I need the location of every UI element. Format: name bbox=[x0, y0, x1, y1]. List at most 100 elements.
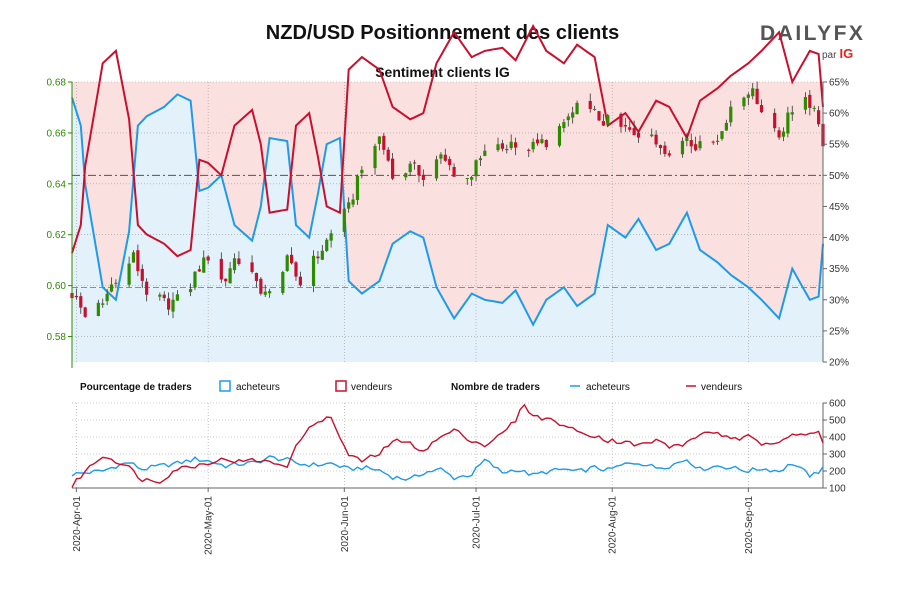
logo-brand: DAILYFX bbox=[760, 22, 866, 45]
x-tick-label: 2020-Jun-01 bbox=[340, 496, 351, 553]
legend-sellers-swatch bbox=[335, 380, 347, 392]
candle-body bbox=[79, 296, 83, 308]
candle-body bbox=[636, 132, 641, 138]
candle-body bbox=[355, 175, 360, 201]
candle-body bbox=[566, 116, 570, 121]
candle-body bbox=[316, 256, 320, 259]
candle-body bbox=[597, 111, 601, 121]
candle-body bbox=[285, 255, 289, 271]
candle-body bbox=[658, 145, 663, 149]
count-tick-label: 600 bbox=[829, 399, 846, 410]
pct-tick-label: 25% bbox=[829, 326, 849, 337]
candle-body bbox=[448, 159, 452, 166]
dailyfx-logo: DAILYFX par IG bbox=[760, 22, 870, 62]
pct-tick-label: 20% bbox=[829, 358, 849, 369]
candle-body bbox=[698, 141, 702, 149]
x-tick-label: 2020-Apr-01 bbox=[72, 496, 83, 552]
candle-body bbox=[347, 202, 351, 209]
candle-body bbox=[351, 199, 355, 205]
candle-body bbox=[667, 153, 671, 156]
candle-body bbox=[470, 177, 474, 180]
candle-body bbox=[167, 298, 171, 310]
candle-body bbox=[439, 154, 443, 159]
candle-body bbox=[478, 158, 483, 161]
sellers-pct-line bbox=[71, 23, 824, 258]
candle-body bbox=[175, 294, 180, 301]
candle-body bbox=[606, 115, 610, 125]
count-tick-label: 100 bbox=[829, 484, 846, 495]
pct-tick-label: 45% bbox=[829, 202, 849, 213]
candle-body bbox=[219, 258, 223, 280]
candle-body bbox=[259, 278, 263, 294]
candle-body bbox=[417, 165, 421, 176]
candle-body bbox=[232, 258, 237, 271]
candle-body bbox=[202, 257, 206, 273]
candle-body bbox=[228, 268, 232, 284]
candle-body bbox=[325, 239, 329, 251]
candle-body bbox=[109, 284, 114, 292]
candle-body bbox=[535, 139, 540, 144]
candle-body bbox=[496, 144, 500, 151]
candle-body bbox=[127, 263, 131, 285]
count-tick-label: 400 bbox=[829, 433, 846, 444]
candle-body bbox=[391, 158, 395, 179]
candle-body bbox=[171, 299, 175, 312]
candle-body bbox=[755, 88, 759, 105]
candle-body bbox=[237, 258, 241, 265]
candle-body bbox=[281, 272, 285, 293]
candle-body bbox=[320, 250, 324, 260]
buyers-pct-line bbox=[71, 93, 824, 327]
candle-body bbox=[746, 94, 750, 98]
candle-body bbox=[421, 174, 425, 180]
candle-body bbox=[193, 271, 197, 288]
candle-body bbox=[729, 106, 733, 123]
candle-body bbox=[434, 159, 439, 179]
legend-pct-title: Pourcentage de traders bbox=[80, 382, 192, 393]
pct-tick-label: 30% bbox=[829, 295, 849, 306]
candle-body bbox=[360, 169, 364, 174]
candle-body bbox=[483, 150, 487, 156]
logo-sub-text: par bbox=[822, 50, 837, 61]
count-tick-label: 200 bbox=[829, 467, 846, 478]
legend-count-title: Nombre de traders bbox=[451, 382, 540, 393]
pct-tick-label: 65% bbox=[829, 78, 849, 89]
pct-tick-label: 50% bbox=[829, 171, 849, 182]
candle-body bbox=[158, 294, 162, 297]
candle-body bbox=[623, 125, 627, 127]
candle-body bbox=[619, 113, 623, 127]
candle-body bbox=[715, 140, 720, 142]
candle-body bbox=[500, 143, 504, 149]
pct-tick-label: 55% bbox=[829, 140, 849, 151]
candle-body bbox=[474, 160, 478, 177]
legend-count-sellers-label: vendeurs bbox=[701, 382, 742, 393]
candle-body bbox=[513, 142, 518, 148]
candle-body bbox=[628, 127, 632, 130]
pct-tick-label: 35% bbox=[829, 264, 849, 275]
candle-body bbox=[773, 112, 777, 129]
count-tick-label: 500 bbox=[829, 416, 846, 427]
candle-body bbox=[197, 269, 201, 272]
candle-body bbox=[777, 130, 781, 138]
logo-ig: IG bbox=[839, 46, 854, 61]
candle-body bbox=[74, 295, 78, 298]
candle-body bbox=[140, 268, 144, 281]
chart-title: NZD/USD Positionnement des clients bbox=[265, 22, 620, 44]
candle-body bbox=[136, 250, 140, 272]
candle-body bbox=[724, 122, 728, 131]
candle-body bbox=[268, 291, 272, 294]
candle-body bbox=[531, 141, 535, 150]
price-tick-label: 0.66 bbox=[47, 128, 67, 139]
legend-buyers-label: acheteurs bbox=[236, 382, 280, 393]
candle-body bbox=[250, 262, 254, 272]
candle-body bbox=[711, 141, 715, 143]
candle-body bbox=[377, 136, 382, 144]
candle-body bbox=[206, 256, 210, 261]
candle-body bbox=[83, 307, 87, 317]
candle-body bbox=[188, 288, 193, 293]
candle-body bbox=[790, 112, 794, 115]
candle-body bbox=[781, 131, 786, 137]
pct-tick-label: 40% bbox=[829, 233, 849, 244]
candle-body bbox=[382, 135, 386, 150]
candle-body bbox=[311, 255, 316, 286]
